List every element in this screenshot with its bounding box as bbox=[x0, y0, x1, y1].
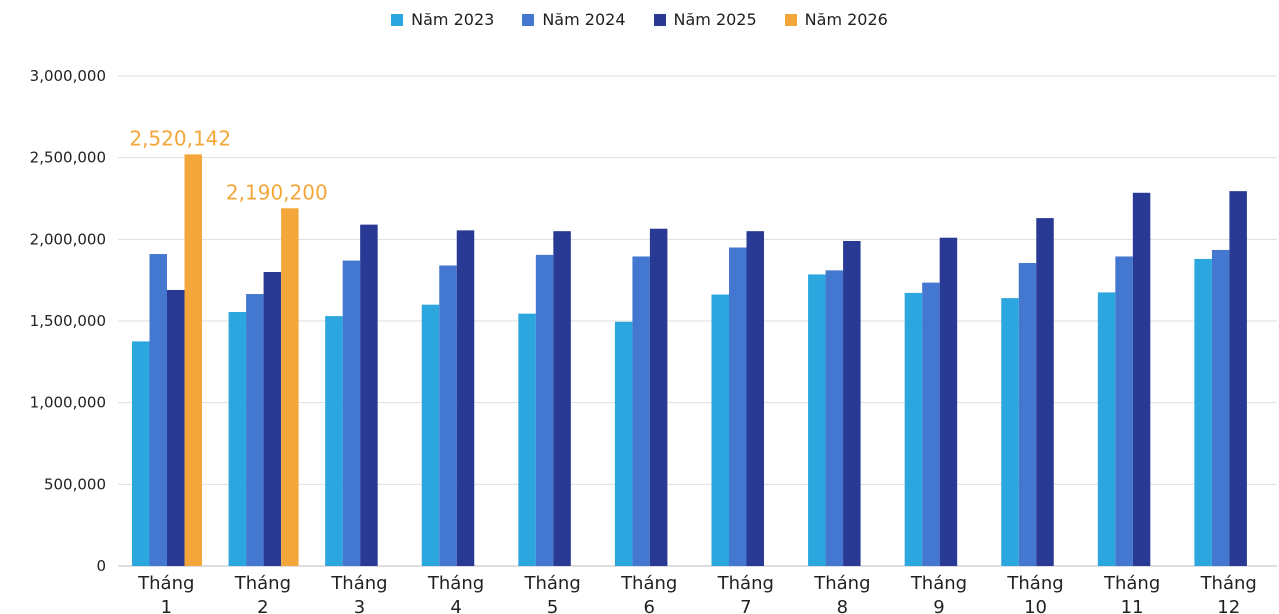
x-tick-label: Tháng 9 bbox=[910, 573, 967, 614]
bar-năm-2025-2 bbox=[263, 272, 282, 566]
bar-năm-2025-1 bbox=[167, 289, 185, 566]
legend-label-2025: Năm 2025 bbox=[673, 10, 757, 29]
x-tick-label: Tháng 8 bbox=[813, 573, 870, 614]
bar-năm-2023-4 bbox=[421, 304, 440, 566]
x-axis-ticks: Tháng 1 Tháng 2 Tháng 3 Tháng 4 Tháng 5 Tháng 6 Thán… bbox=[137, 573, 1257, 614]
bar-năm-2025-7 bbox=[746, 231, 764, 566]
y-tick-label: 1,000,000 bbox=[30, 394, 106, 412]
bar-năm-2023-12 bbox=[1194, 258, 1212, 566]
bar-năm-2024-12 bbox=[1211, 249, 1230, 566]
bar-năm-2025-11 bbox=[1132, 192, 1151, 567]
bar-năm-2025-6 bbox=[649, 228, 668, 566]
legend-item-2025: Năm 2025 bbox=[653, 10, 757, 29]
x-tick-label: Tháng 3 bbox=[330, 573, 387, 614]
bar-năm-2025-5 bbox=[553, 231, 571, 566]
y-tick-label: 3,000,000 bbox=[30, 67, 106, 85]
bar-năm-2024-3 bbox=[342, 260, 361, 566]
bar-năm-2024-5 bbox=[535, 254, 554, 566]
bar-năm-2026-1 bbox=[184, 154, 202, 566]
bar-năm-2025-10 bbox=[1036, 218, 1054, 566]
bar-năm-2024-4 bbox=[439, 265, 457, 566]
data-label: 2,520,142 bbox=[129, 126, 231, 150]
bar-năm-2023-6 bbox=[614, 321, 633, 566]
x-tick-label: Tháng 7 bbox=[717, 573, 774, 614]
legend-label-2023: Năm 2023 bbox=[411, 10, 495, 29]
y-tick-label: 0 bbox=[96, 557, 106, 575]
legend-item-2023: Năm 2023 bbox=[391, 10, 494, 29]
bar-năm-2025-4 bbox=[456, 230, 475, 566]
x-tick-label: Tháng 10 bbox=[1006, 573, 1063, 614]
legend: Năm 2023 Năm 2024 Năm 2025 Năm 2026 bbox=[0, 10, 1279, 29]
legend-swatch-2023 bbox=[391, 13, 404, 26]
x-tick-label: Tháng 6 bbox=[620, 573, 677, 614]
y-tick-label: 500,000 bbox=[44, 475, 106, 493]
bar-năm-2024-2 bbox=[246, 294, 264, 566]
bar-năm-2023-3 bbox=[325, 316, 343, 566]
legend-swatch-2025 bbox=[653, 13, 666, 26]
x-tick-label: Tháng 12 bbox=[1200, 573, 1257, 614]
bar-năm-2023-1 bbox=[132, 341, 150, 566]
bar-năm-2023-5 bbox=[518, 313, 536, 566]
x-tick-label: Tháng 4 bbox=[427, 573, 484, 614]
bar-năm-2024-9 bbox=[922, 282, 940, 566]
bar-năm-2025-3 bbox=[360, 224, 378, 566]
gridlines bbox=[118, 75, 1277, 567]
bar-năm-2024-6 bbox=[632, 256, 650, 566]
bar-năm-2024-10 bbox=[1018, 263, 1037, 566]
data-labels: 2,520,142 2,190,200 bbox=[129, 126, 327, 204]
bars bbox=[132, 154, 1247, 567]
bar-năm-2024-8 bbox=[825, 270, 844, 566]
data-label: 2,190,200 bbox=[226, 180, 328, 204]
bar-năm-2023-9 bbox=[904, 292, 923, 566]
legend-label-2024: Năm 2024 bbox=[542, 10, 626, 29]
bar-năm-2026-2 bbox=[281, 208, 299, 566]
legend-item-2024: Năm 2024 bbox=[522, 10, 626, 29]
legend-swatch-2024 bbox=[522, 13, 535, 26]
x-tick-label: Tháng 11 bbox=[1103, 573, 1160, 614]
legend-label-2026: Năm 2026 bbox=[804, 10, 888, 29]
bar-năm-2024-1 bbox=[149, 254, 167, 567]
legend-swatch-2026 bbox=[784, 13, 797, 26]
y-axis-ticks: 0 500,000 1,000,000 1,500,000 2,000,000 2,500… bbox=[30, 67, 106, 575]
legend-item-2026: Năm 2026 bbox=[784, 10, 888, 29]
x-tick-label: Tháng 5 bbox=[523, 573, 580, 614]
bar-năm-2025-9 bbox=[939, 237, 958, 566]
bar-năm-2023-11 bbox=[1097, 292, 1116, 566]
bar-năm-2024-7 bbox=[729, 247, 747, 566]
bar-năm-2023-8 bbox=[808, 274, 826, 566]
bar-năm-2023-2 bbox=[228, 312, 247, 566]
bar-năm-2025-8 bbox=[843, 240, 861, 566]
x-tick-label: Tháng 2 bbox=[234, 573, 291, 614]
bar-năm-2023-10 bbox=[1001, 298, 1019, 566]
x-tick-label: Tháng 1 bbox=[137, 573, 194, 614]
y-tick-label: 2,500,000 bbox=[30, 149, 106, 167]
bar-năm-2024-11 bbox=[1115, 256, 1133, 566]
bar-năm-2023-7 bbox=[711, 294, 729, 566]
bar-năm-2025-12 bbox=[1229, 191, 1247, 566]
y-tick-label: 1,500,000 bbox=[30, 312, 106, 330]
y-tick-label: 2,000,000 bbox=[30, 230, 106, 248]
